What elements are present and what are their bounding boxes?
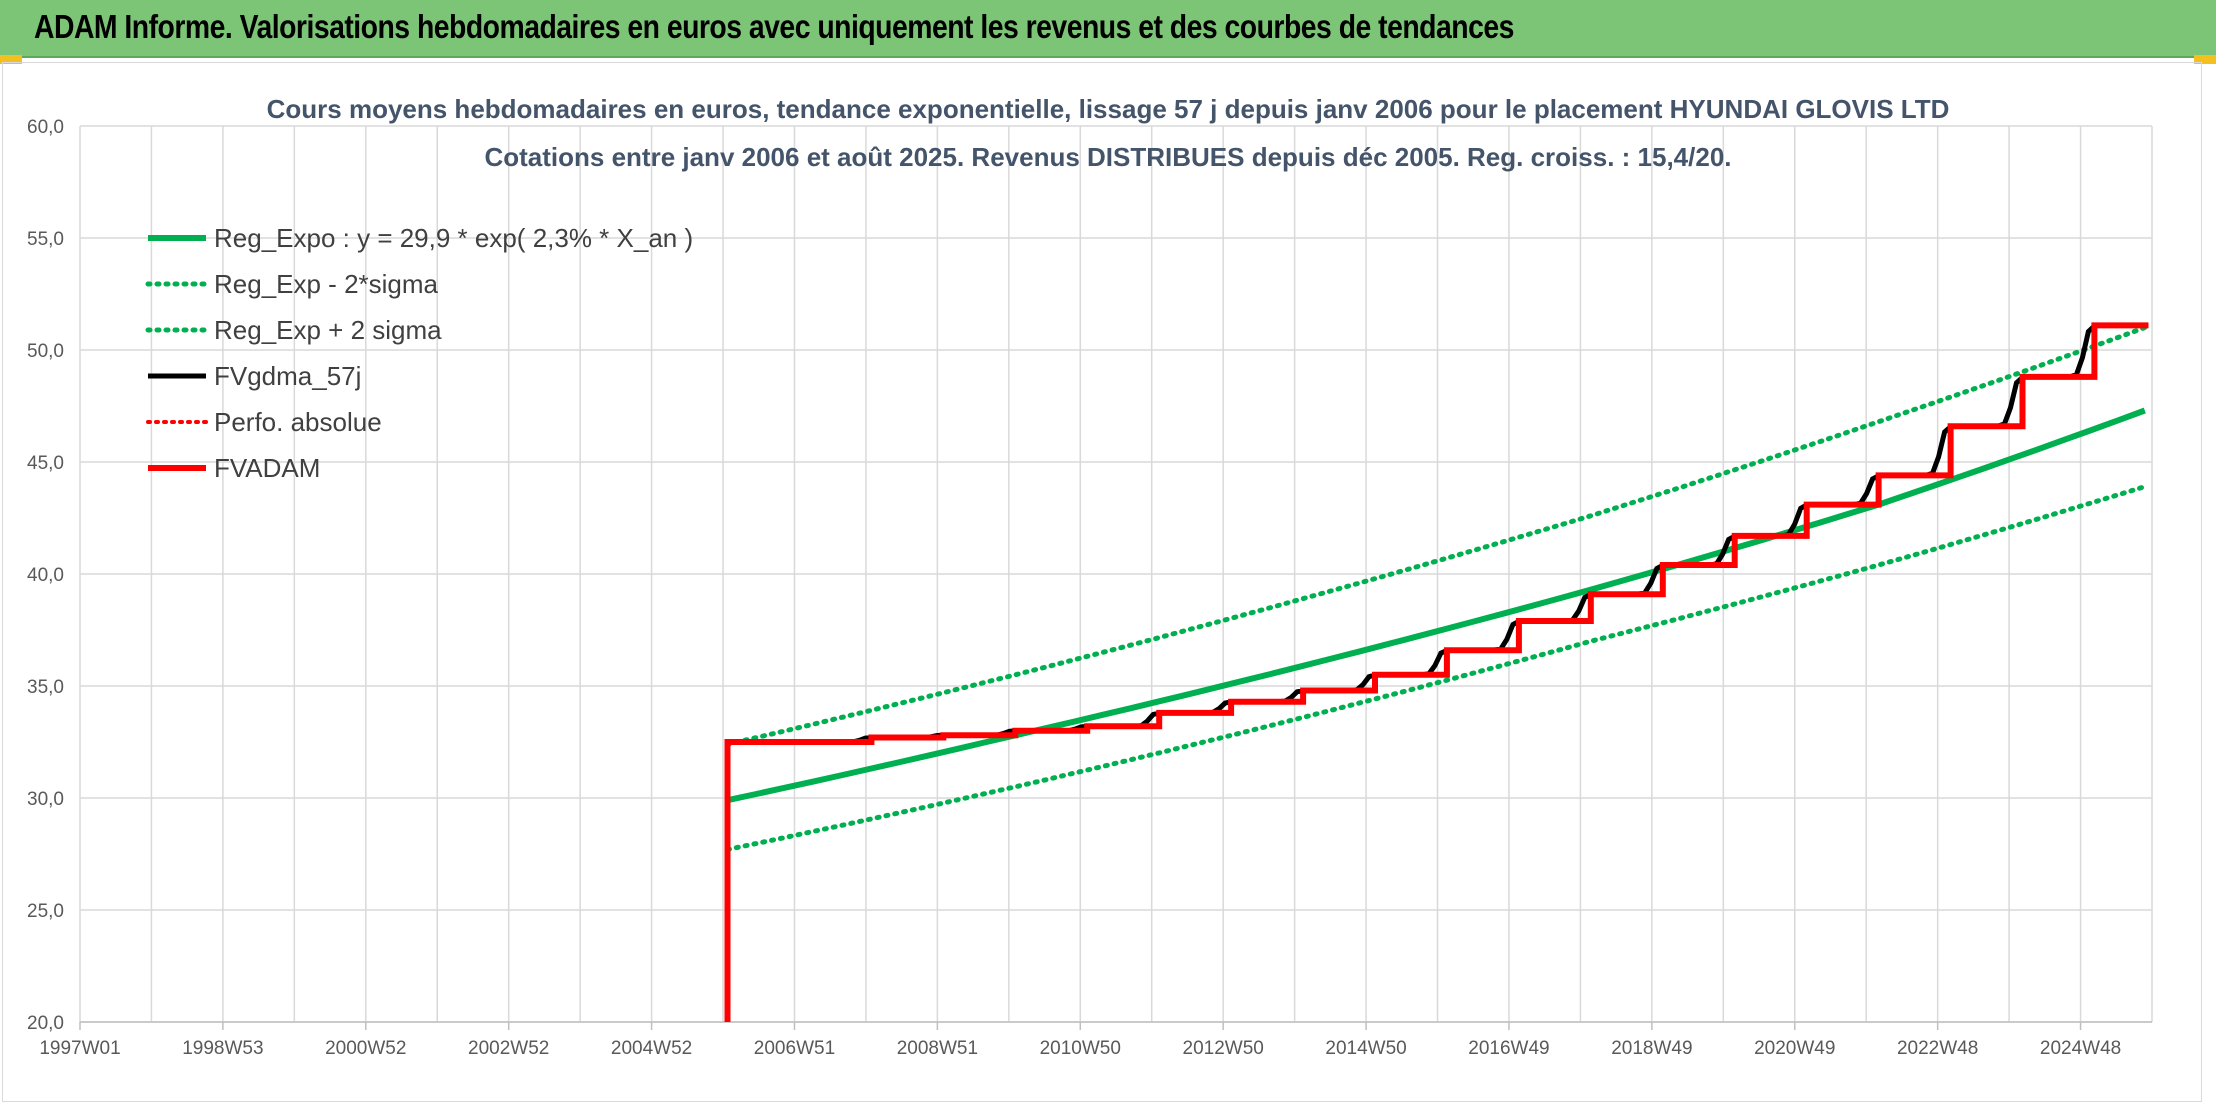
x-tick-label: 2014W50 [1325, 1038, 1406, 1059]
legend-label: Reg_Exp - 2*sigma [214, 269, 439, 299]
x-tick-label: 2000W52 [325, 1038, 406, 1059]
x-tick-label: 2002W52 [468, 1038, 549, 1059]
x-tick-label: 2016W49 [1468, 1038, 1549, 1059]
y-tick-label: 25,0 [27, 901, 64, 922]
y-tick-label: 40,0 [27, 565, 64, 586]
y-tick-label: 20,0 [27, 1013, 64, 1034]
x-tick-label: 2018W49 [1611, 1038, 1692, 1059]
x-tick-label: 1997W01 [39, 1038, 120, 1059]
y-tick-label: 35,0 [27, 677, 64, 698]
header-accent-right [2194, 55, 2216, 64]
x-axis: 1997W01 1998W53 2000W52 2002W52 2004W52 2006W… [39, 1021, 2152, 1059]
series-line-regexp [725, 325, 2148, 747]
legend-label: Reg_Exp + 2 sigma [214, 315, 442, 345]
chart-grid [79, 125, 2153, 1023]
report-title: ADAM Informe. Valorisations hebdomadaire… [34, 8, 1514, 45]
series-line-regexpo [726, 407, 2146, 804]
x-tick-label: 2012W50 [1183, 1038, 1264, 1059]
y-tick-label: 30,0 [27, 789, 64, 810]
series-line-fvadam [724, 322, 2149, 1022]
chart-frame [2, 62, 2202, 1102]
chart-title: Cours moyens hebdomadaires en euros, ten… [267, 94, 1950, 124]
series-line-regexp [725, 484, 2148, 852]
x-tick-label: 2008W51 [897, 1038, 978, 1059]
y-tick-label: 55,0 [27, 229, 64, 250]
x-tick-label: 2004W52 [611, 1038, 692, 1059]
legend-label: FVgdma_57j [214, 361, 361, 391]
y-tick-label: 60,0 [27, 117, 64, 138]
chart-series [724, 322, 2149, 1022]
chart-legend: Reg_Expo : y = 29,9 * exp( 2,3% * X_an )… [145, 223, 693, 483]
chart-subtitle: Cotations entre janv 2006 et août 2025. … [484, 142, 1731, 172]
x-tick-label: 1998W53 [182, 1038, 263, 1059]
legend-label: Perfo. absolue [214, 407, 382, 437]
x-tick-label: 2010W50 [1040, 1038, 1121, 1059]
y-tick-label: 45,0 [27, 453, 64, 474]
x-tick-label: 2020W49 [1754, 1038, 1835, 1059]
x-tick-label: 2022W48 [1897, 1038, 1978, 1059]
legend-label: Reg_Expo : y = 29,9 * exp( 2,3% * X_an ) [214, 223, 693, 253]
header-accent-left [0, 55, 22, 64]
report-header: ADAM Informe. Valorisations hebdomadaire… [0, 0, 2216, 58]
x-tick-label: 2024W48 [2040, 1038, 2121, 1059]
x-tick-label: 2006W51 [754, 1038, 835, 1059]
legend-label: FVADAM [214, 453, 320, 483]
y-axis: 20,0 25,0 30,0 35,0 40,0 45,0 50,0 55,0 60,0 [27, 117, 64, 1034]
y-tick-label: 50,0 [27, 341, 64, 362]
